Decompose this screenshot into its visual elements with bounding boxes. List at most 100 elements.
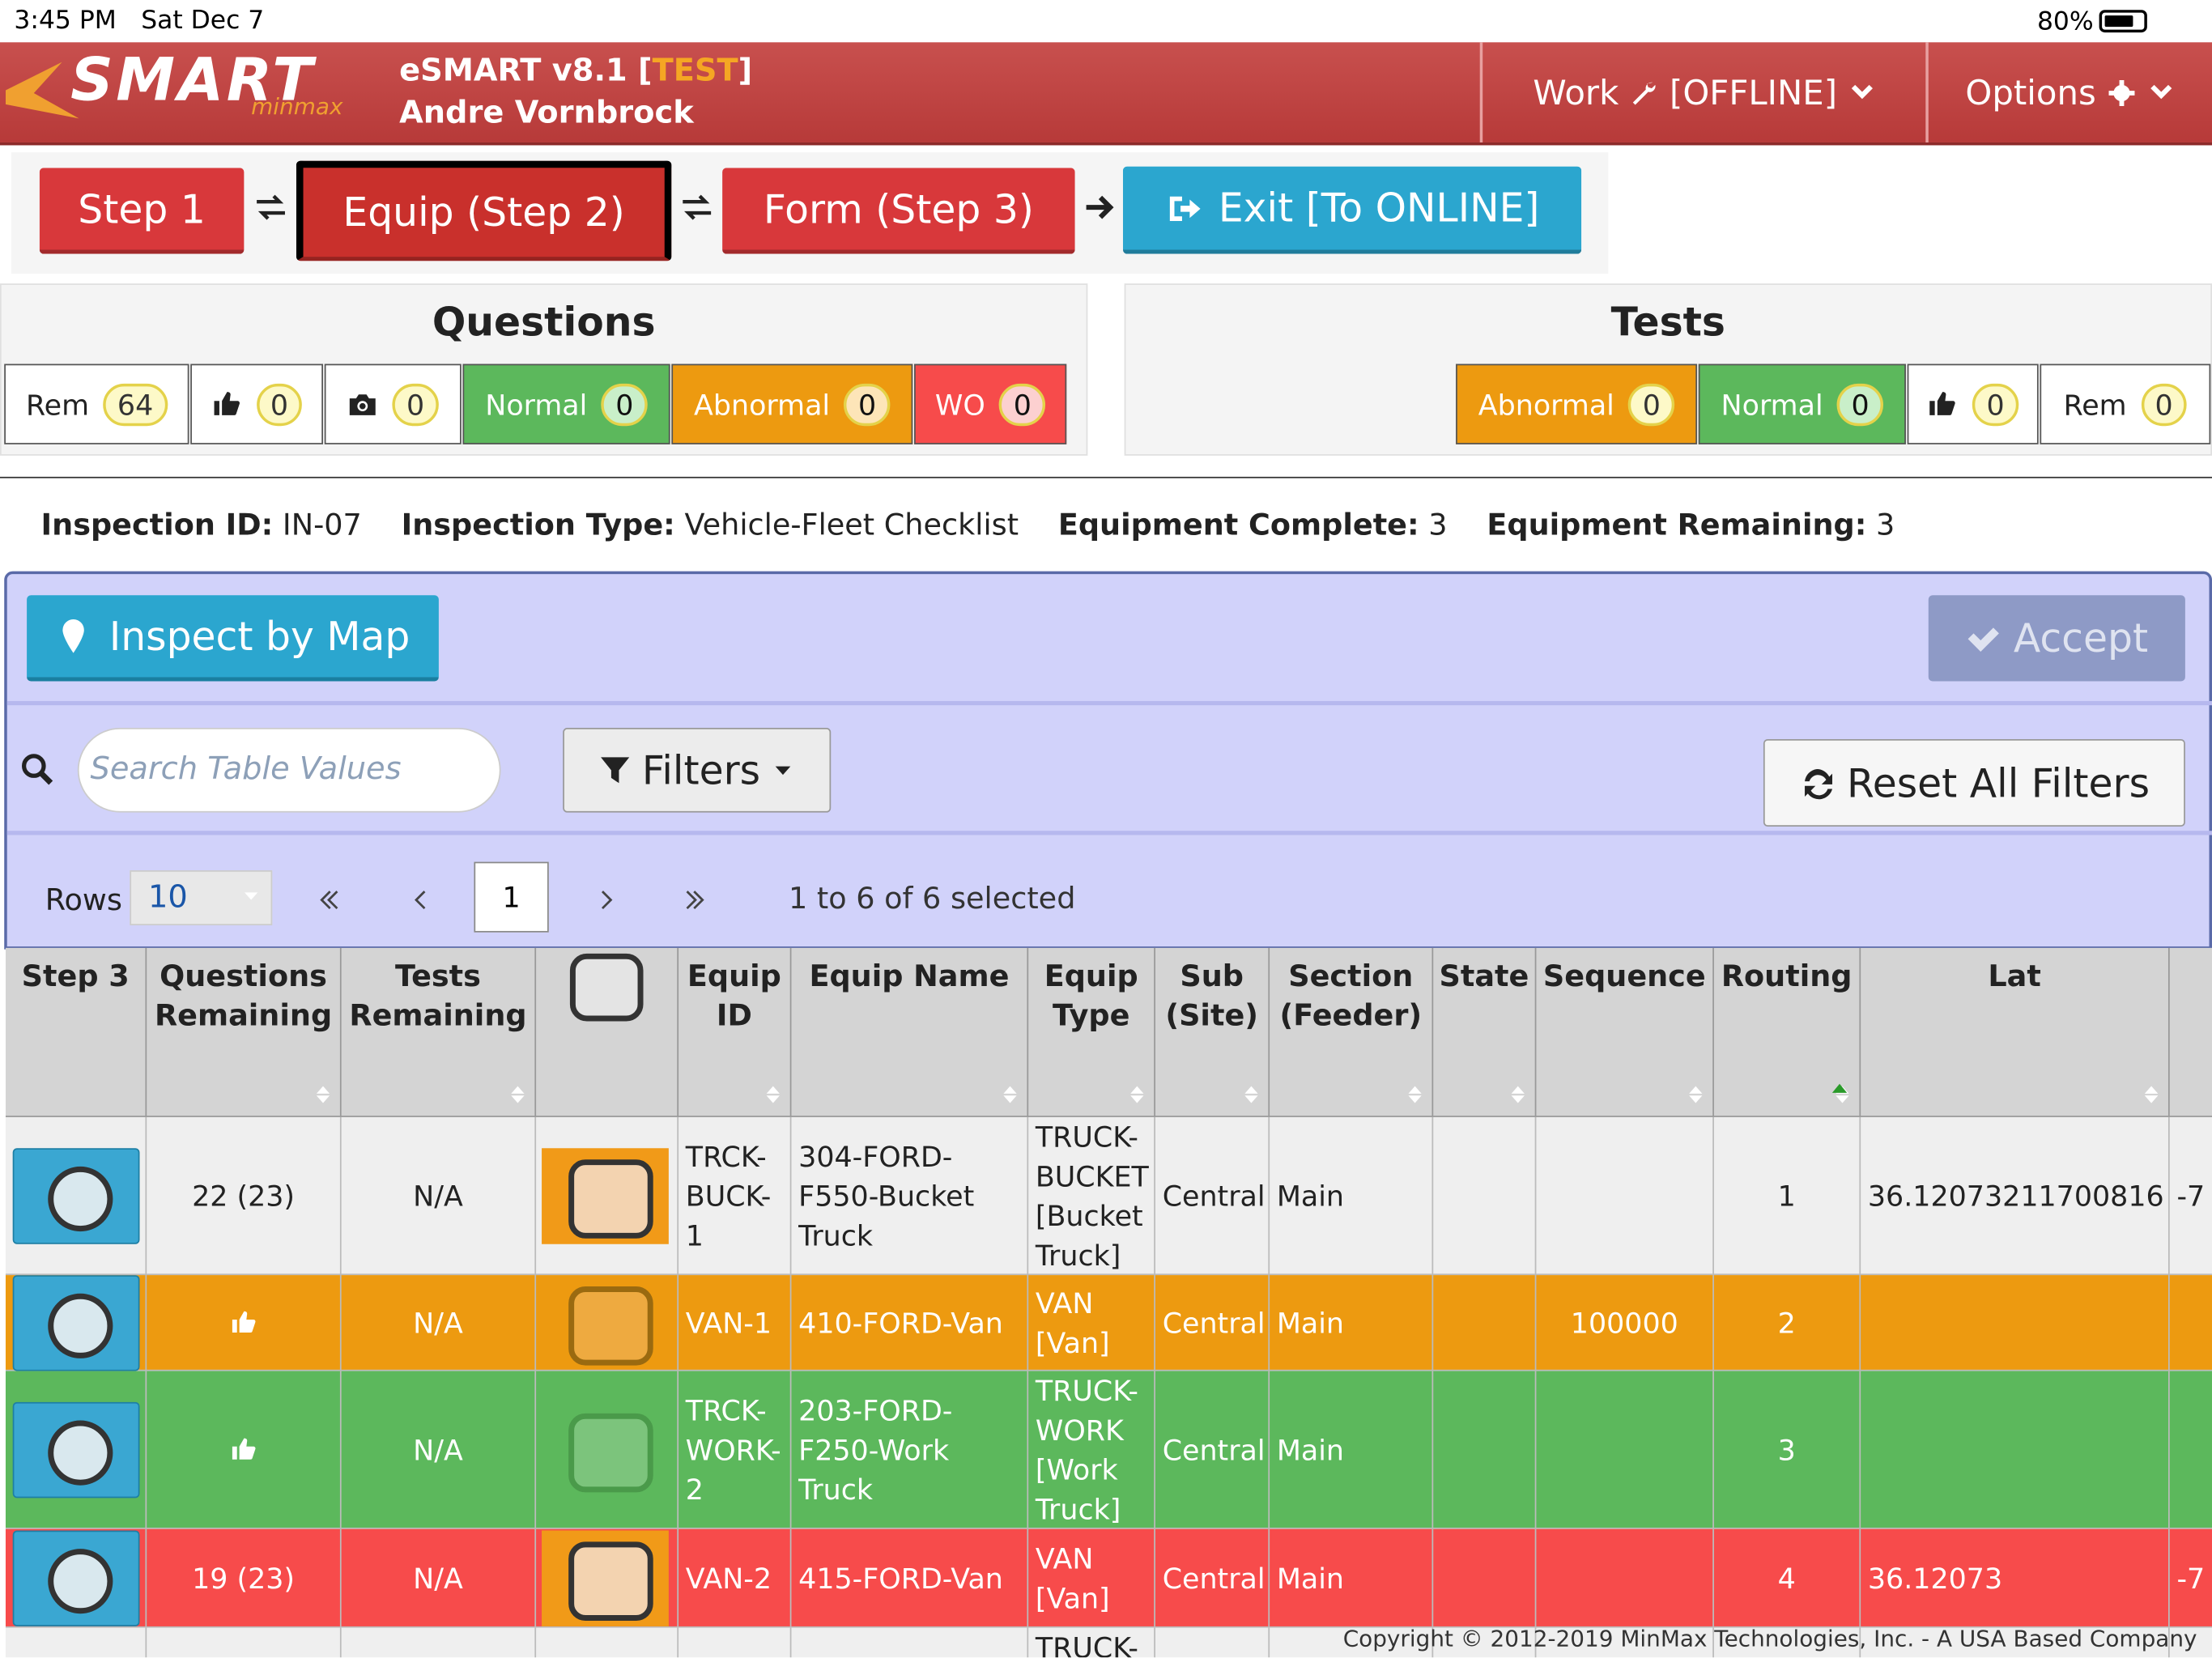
row-checkbox-frame[interactable] [542,1530,669,1626]
step-button[interactable]: Step 1 [39,168,245,254]
cell-text: Main [1276,1179,1345,1214]
cell-text: Central [1162,1561,1266,1596]
table-cell [6,1275,147,1371]
column-header: Lat [1861,947,2170,1117]
toolbar-divider [6,831,2212,835]
step-button[interactable]: Exit [To ONLINE] [1122,166,1582,254]
rows-value: 10 [147,880,188,916]
step-button[interactable]: Form (Step 3) [722,168,1075,254]
step3-button[interactable] [12,1401,140,1499]
info-value: IN-07 [282,508,362,542]
step-label: Equip (Step 2) [342,189,625,236]
table-cell [1433,1116,1537,1276]
step3-button[interactable] [12,1530,140,1626]
table-cell: TRCK-BUCK-1 [678,1116,792,1276]
cell-text: 1 [1777,1179,1796,1214]
step3-button[interactable] [12,1148,140,1244]
info-item: Inspection Type: Vehicle-Fleet Checklist [402,508,1019,542]
app-title: eSMART v8.1 [TEST] [399,53,752,89]
info-value: 3 [1428,508,1448,542]
column-header: Routing [1714,947,1861,1117]
table-cell [1155,1627,1270,1658]
info-item: Inspection ID: IN-07 [41,508,362,542]
row-checkbox-frame[interactable] [542,1402,669,1498]
cell-text: TRUCK-BUCKET [Bucket Truck] [1035,1120,1149,1273]
sort-icon [1125,1083,1148,1106]
cell-text: 36.12073 [1867,1561,2003,1596]
pager-double-right[interactable] [683,886,711,914]
row-checkbox-frame[interactable] [542,1148,669,1244]
table-cell [1433,1627,1537,1658]
table-cell: -7 [2170,1529,2212,1628]
table-cell [536,1371,679,1529]
table-cell: 4 [1714,1528,1861,1628]
table-cell: 304-FORD-F550-Bucket Truck [791,1116,1029,1276]
table-cell [2170,1371,2212,1529]
counter-badge: 0 [1972,383,2019,426]
chevron-icon [2147,79,2176,107]
column-header: Step 3 [6,947,147,1117]
sort-icon [1404,1083,1427,1106]
cell-text: -7 [2176,1179,2206,1214]
accept-button[interactable]: Accept [1928,595,2185,682]
step3-button[interactable] [12,1275,140,1371]
counter: Abnormal 0 [671,363,913,444]
table-cell [1270,1627,1434,1658]
swap-icon [254,190,288,224]
counter-label: Abnormal [694,387,831,422]
counter-badge: 64 [103,383,168,426]
column-header [2170,948,2212,1117]
table-cell: VAN-1 [678,1275,792,1371]
table-cell: N/A [342,1371,537,1529]
table-cell [1433,1275,1537,1371]
pager-double-left[interactable] [313,886,342,914]
check-icon [1966,622,2000,656]
table-cell [1861,1275,2170,1371]
info-item: Equipment Remaining: 3 [1487,508,1895,542]
table-cell: 410-FORD-Van [791,1275,1029,1371]
reset-button[interactable]: Reset All Filters [1763,738,2185,827]
pager-prev[interactable] [408,886,436,914]
counter: Normal 0 [462,363,670,444]
copyright: Copyright © 2012-2019 MinMax Technologie… [1342,1625,2197,1652]
caret-icon [772,759,794,781]
map-button[interactable]: Inspect by Map [27,595,439,682]
options-menu[interactable]: Options [1929,42,2212,142]
row-checkbox-frame[interactable] [542,1275,669,1371]
column-header: Equip Type [1028,947,1155,1117]
counter-badge: 0 [999,383,1046,426]
counter-label: Rem [26,387,90,422]
rows-select[interactable]: 10 [130,870,273,925]
swap-icon [680,190,714,224]
cell-text: 4 [1777,1561,1796,1596]
table-row [5,1627,2212,1658]
search-input[interactable]: Search Table Values [77,728,501,813]
app-name: eSMART v8.1 [399,53,627,89]
work-status: [OFFLINE] [1670,72,1838,113]
questions-title: Questions [432,299,656,346]
step-connector [254,190,288,224]
table-cell [536,1627,679,1658]
reset-label: Reset All Filters [1847,759,2150,806]
filters-button[interactable]: Filters [563,728,832,813]
step-connector [680,190,714,224]
column-header: Questions Remaining [147,947,342,1117]
camera-icon [347,389,378,419]
step-button[interactable]: Equip (Step 2) [296,160,672,261]
table-cell: 203-FORD-F250-Work Truck [791,1371,1029,1529]
table-cell [1536,1627,1714,1658]
select-all-checkbox[interactable] [569,953,644,1022]
work-menu[interactable]: Work [OFFLINE] [1484,42,1925,142]
table-cell: 100000 [1536,1275,1714,1371]
pager-next[interactable] [591,886,619,914]
column-header: Equip Name [791,947,1029,1117]
column-header: Sub (Site) [1155,947,1270,1117]
search-icon [19,752,53,786]
thumbs-up-icon [229,1309,257,1337]
table-row [5,1116,2212,1276]
info-value: Vehicle-Fleet Checklist [684,508,1019,542]
sort-icon [1684,1083,1707,1106]
sort-icon [762,1083,785,1106]
table-cell [1861,1371,2170,1529]
page-box[interactable]: 1 [474,861,549,933]
